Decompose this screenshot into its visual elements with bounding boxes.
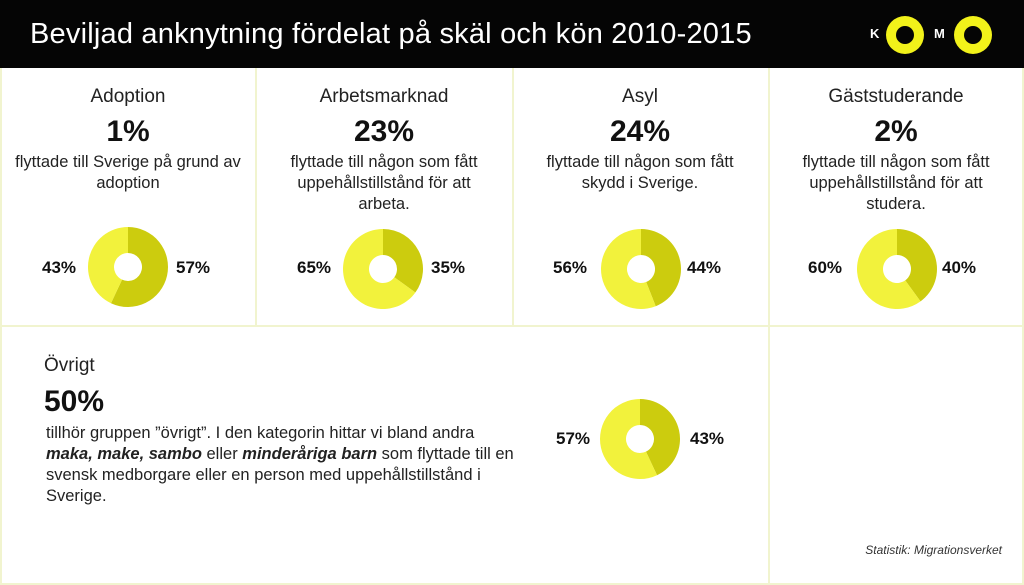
slice-label-right: 44% — [687, 258, 722, 277]
page-title: Beviljad anknytning fördelat på skäl och… — [30, 18, 752, 50]
slice-label-right: 43% — [690, 429, 725, 448]
desc-part-emphasis: maka, make, sambo — [46, 445, 202, 463]
slice-label-left: 60% — [808, 258, 843, 277]
panel-gaststuderande: Gäststuderande 2% flyttade till någon so… — [768, 68, 1024, 326]
category-share: 23% — [353, 115, 415, 148]
donut-slice-right — [110, 227, 168, 307]
logo-ring-icon — [886, 16, 924, 54]
grid-divider — [0, 325, 1024, 327]
logo-letter-k: K — [870, 26, 880, 41]
donut-slice-left — [88, 227, 128, 304]
grid-divider — [1022, 68, 1024, 585]
slice-label-left: 57% — [556, 429, 591, 448]
donut-slice-right — [383, 229, 423, 293]
category-name: Gäststuderande — [828, 86, 964, 107]
donut-slice-right — [641, 229, 681, 307]
desc-part: tillhör gruppen ”övrigt”. I den kategori… — [46, 424, 475, 442]
category-name: Adoption — [90, 86, 166, 107]
slice-label-left: 56% — [553, 258, 588, 277]
category-description: flyttade till någon som fått uppehållsti… — [290, 153, 478, 213]
category-description-ovrigt: tillhör gruppen ”övrigt”. I den kategori… — [46, 423, 516, 507]
slice-label-right: 57% — [176, 258, 211, 277]
category-share: 1% — [106, 115, 150, 148]
logo-letter-m: M — [934, 26, 945, 41]
header-bar: Beviljad anknytning fördelat på skäl och… — [0, 0, 1024, 68]
slice-label-right: 35% — [431, 258, 466, 277]
donut-chart-ovrigt — [600, 399, 680, 479]
slice-label-left: 43% — [42, 258, 77, 277]
category-name: Arbetsmarknad — [319, 86, 449, 107]
panel-asyl: Asyl 24% flyttade till någon som fått sk… — [512, 68, 768, 326]
grid-divider — [255, 68, 257, 326]
category-description: flyttade till någon som fått skydd i Sve… — [546, 153, 734, 192]
category-share-ovrigt: 50% — [44, 385, 105, 418]
category-name: Asyl — [622, 86, 658, 107]
desc-part: som flyttade till en svensk medborgare e… — [46, 445, 514, 505]
source-note: Statistik: Migrationsverket — [865, 543, 1002, 557]
donut-chart-arbetsmarknad — [343, 229, 423, 309]
donut-slice-left — [601, 229, 656, 309]
grid-divider — [768, 68, 770, 585]
panel-arbetsmarknad: Arbetsmarknad 23% flyttade till någon so… — [256, 68, 512, 326]
donut-chart-asyl — [601, 229, 681, 309]
donut-chart-adoption — [88, 227, 168, 307]
donut-slice-right — [640, 399, 680, 476]
donut-slice-left — [343, 229, 416, 309]
donut-slice-left — [857, 229, 921, 309]
donut-slice-left — [600, 399, 658, 479]
komm-logo: K M — [866, 14, 996, 58]
donut-slice-right — [897, 229, 937, 302]
panel-adoption: Adoption 1% flyttade till Sverige på gru… — [0, 68, 256, 326]
category-description: flyttade till någon som fått uppehållsti… — [802, 153, 990, 213]
category-share: 24% — [609, 115, 671, 148]
grid-divider — [512, 68, 514, 326]
donut-chart-gaststuderande — [857, 229, 937, 309]
desc-part-emphasis: minderåriga barn — [242, 445, 378, 463]
logo-ring-icon — [954, 16, 992, 54]
slice-label-left: 65% — [297, 258, 332, 277]
category-share: 2% — [874, 115, 918, 148]
desc-part: eller — [201, 445, 243, 463]
category-name-ovrigt: Övrigt — [44, 355, 95, 376]
slice-label-right: 40% — [942, 258, 977, 277]
category-description: flyttade till Sverige på grund av adopti… — [15, 153, 241, 192]
